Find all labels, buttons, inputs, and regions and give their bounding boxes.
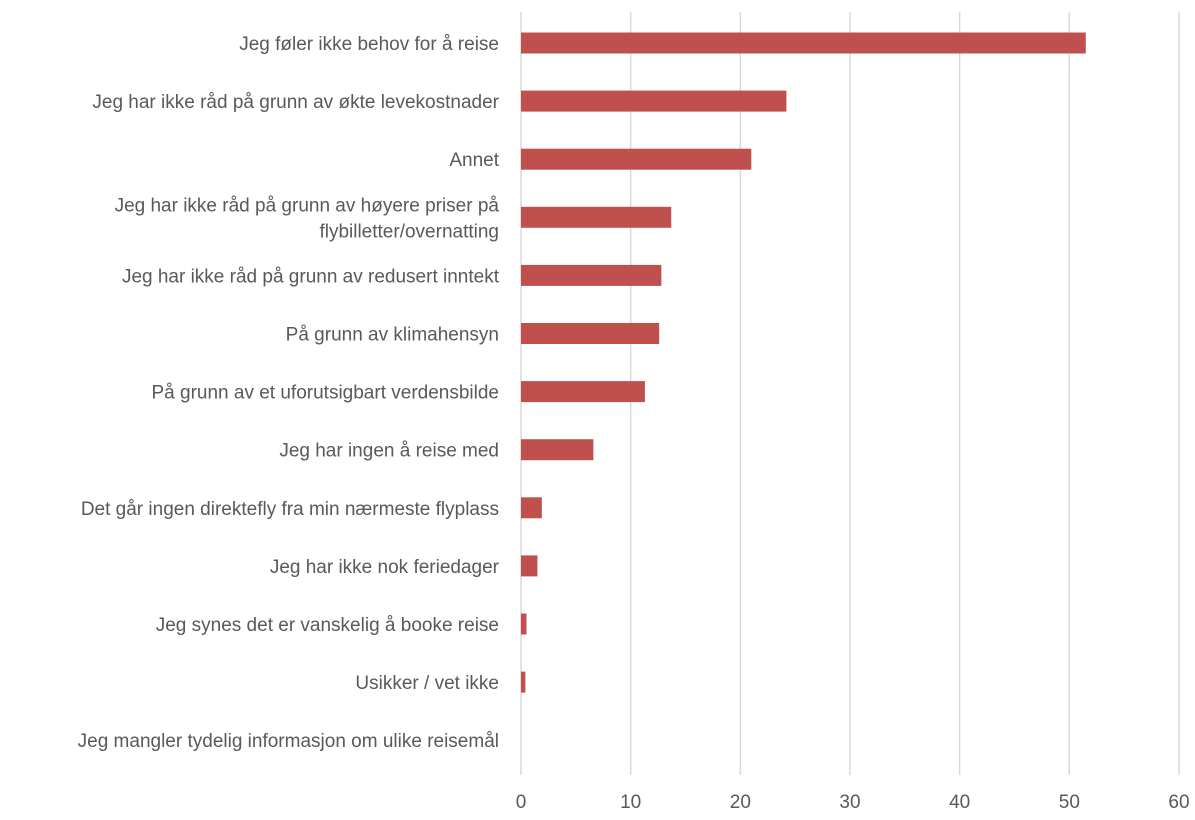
- gridlines: [520, 12, 1180, 775]
- category-label-line: Jeg har ikke råd på grunn av høyere pris…: [115, 195, 500, 216]
- category-label-3: Jeg har ikke råd på grunn av høyere pris…: [115, 195, 500, 242]
- category-label-line: Jeg har ikke råd på grunn av redusert in…: [122, 266, 500, 287]
- category-label-line: Jeg har ikke råd på grunn av økte leveko…: [92, 92, 499, 113]
- category-label-line: flybilletter/overnatting: [319, 221, 499, 242]
- category-label-12: Jeg mangler tydelig informasjon om ulike…: [78, 731, 499, 752]
- bar-4: [521, 264, 662, 286]
- category-label-10: Jeg synes det er vanskelig å booke reise: [156, 615, 499, 636]
- category-label-line: Jeg synes det er vanskelig å booke reise: [156, 615, 499, 636]
- bar-1: [521, 90, 787, 112]
- category-label-line: Jeg mangler tydelig informasjon om ulike…: [78, 731, 499, 752]
- bar-0: [521, 32, 1086, 54]
- category-label-7: Jeg har ingen å reise med: [279, 441, 499, 462]
- bar-9: [521, 555, 538, 577]
- category-label-11: Usikker / vet ikke: [355, 673, 499, 694]
- category-label-line: På grunn av et uforutsigbart verdensbild…: [152, 383, 500, 404]
- bar-6: [521, 381, 645, 403]
- bar-10: [521, 613, 527, 635]
- category-label-line: Annet: [449, 150, 499, 171]
- bars: [521, 32, 1086, 693]
- category-labels: Jeg føler ikke behov for å reise Jeg har …: [78, 34, 500, 752]
- bar-7: [521, 439, 594, 461]
- category-label-4: Jeg har ikke råd på grunn av redusert in…: [122, 266, 500, 287]
- category-label-2: Annet: [449, 150, 499, 171]
- category-label-0: Jeg føler ikke behov for å reise: [239, 34, 499, 55]
- category-label-line: Det går ingen direktefly fra min nærmest…: [81, 499, 499, 520]
- bar-3: [521, 206, 672, 228]
- category-label-line: Jeg har ingen å reise med: [279, 441, 499, 462]
- category-label-8: Det går ingen direktefly fra min nærmest…: [81, 499, 499, 520]
- x-tick-label-60: 60: [1168, 792, 1189, 813]
- x-tick-label-50: 50: [1059, 792, 1080, 813]
- x-tick-label-10: 10: [620, 792, 641, 813]
- x-tick-label-0: 0: [516, 792, 527, 813]
- category-label-line: Usikker / vet ikke: [355, 673, 499, 694]
- category-label-1: Jeg har ikke råd på grunn av økte leveko…: [92, 92, 499, 113]
- category-label-line: Jeg har ikke nok feriedager: [270, 557, 500, 578]
- category-label-line: Jeg føler ikke behov for å reise: [239, 34, 499, 55]
- category-label-6: På grunn av et uforutsigbart verdensbild…: [152, 383, 500, 404]
- x-tick-label-20: 20: [730, 792, 751, 813]
- bar-2: [521, 148, 752, 170]
- bar-8: [521, 497, 542, 519]
- category-label-9: Jeg har ikke nok feriedager: [270, 557, 500, 578]
- x-axis-tick-labels: 0 10 20 30 40 50 60: [516, 792, 1190, 813]
- bar-5: [521, 323, 660, 344]
- category-label-line: På grunn av klimahensyn: [286, 325, 499, 346]
- x-tick-label-40: 40: [949, 792, 970, 813]
- x-tick-label-30: 30: [839, 792, 860, 813]
- category-label-5: På grunn av klimahensyn: [286, 325, 499, 346]
- bar-11: [521, 671, 526, 693]
